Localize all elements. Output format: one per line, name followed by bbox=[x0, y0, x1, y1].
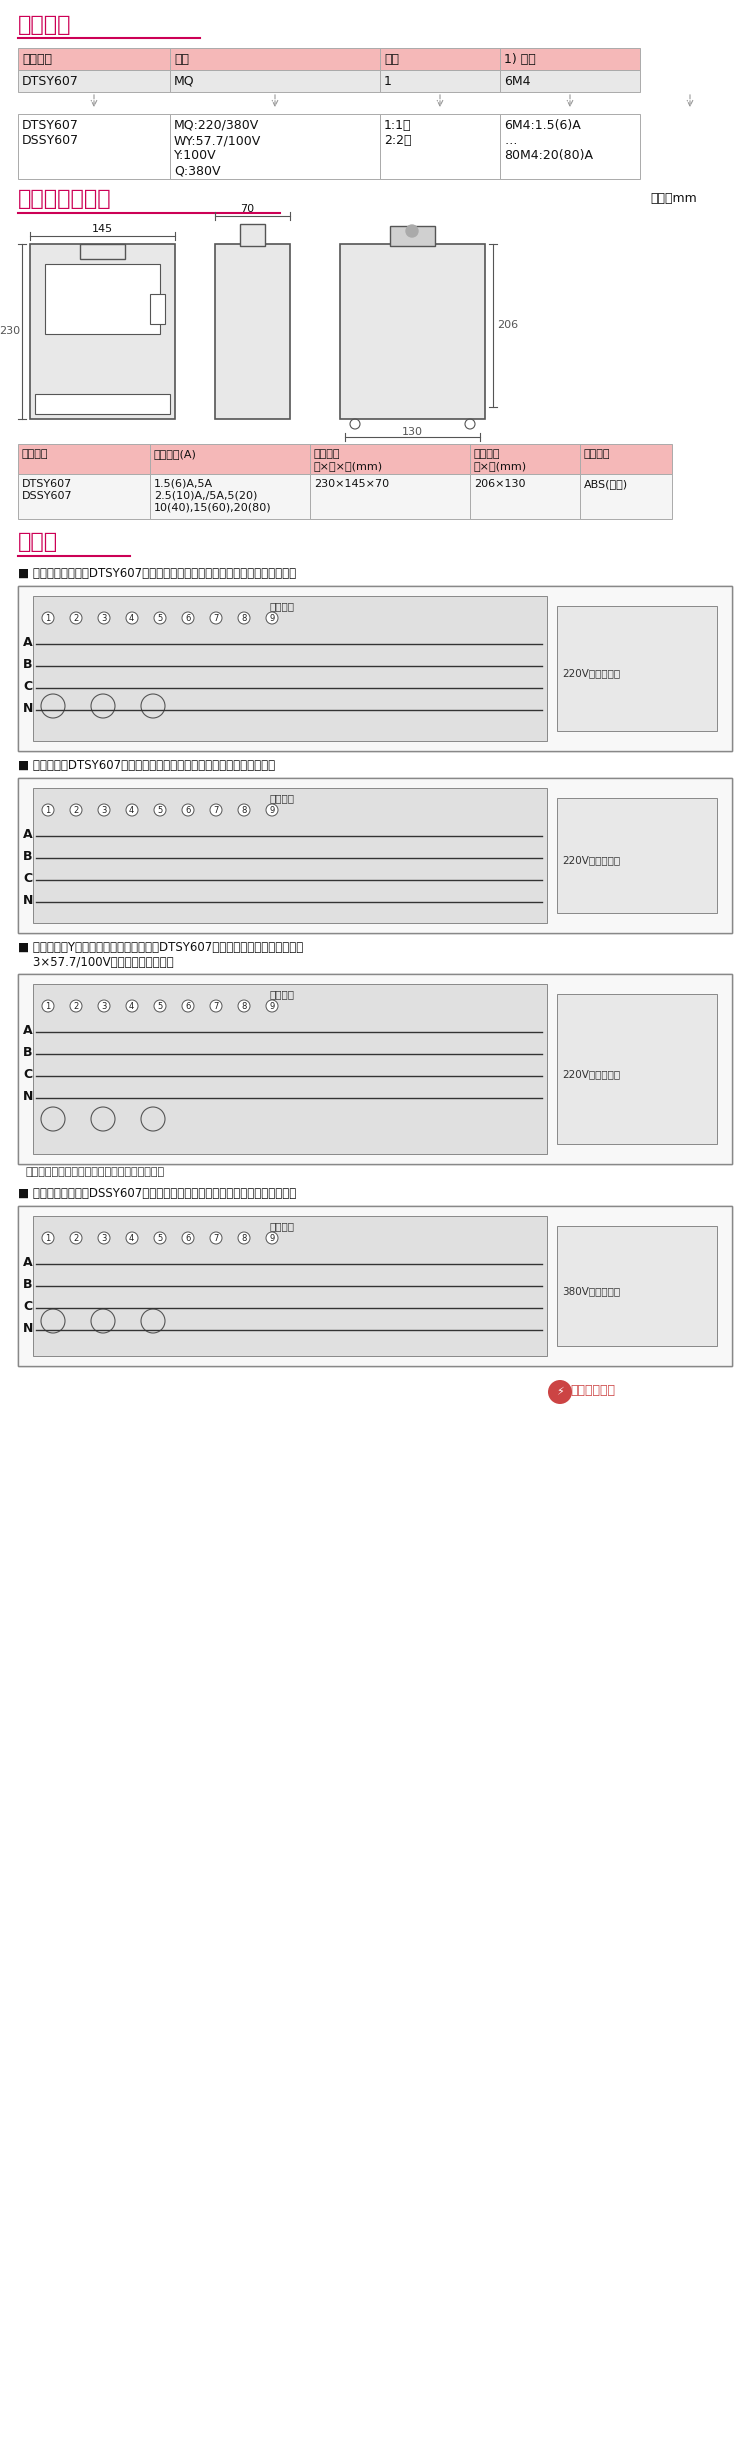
Bar bbox=[18, 587, 732, 751]
Circle shape bbox=[126, 1000, 138, 1012]
Circle shape bbox=[42, 1232, 54, 1245]
Text: 单位：mm: 单位：mm bbox=[650, 193, 697, 205]
Text: A: A bbox=[23, 636, 33, 648]
Text: 7: 7 bbox=[213, 807, 218, 814]
Bar bbox=[35, 394, 170, 413]
Text: 7: 7 bbox=[213, 614, 218, 623]
Text: ABS(阻燃): ABS(阻燃) bbox=[584, 479, 628, 489]
Bar bbox=[557, 1225, 717, 1347]
Circle shape bbox=[42, 611, 54, 623]
Circle shape bbox=[98, 804, 110, 817]
Text: 4: 4 bbox=[129, 1235, 134, 1242]
Circle shape bbox=[238, 1000, 250, 1012]
Bar bbox=[170, 115, 380, 178]
Text: B: B bbox=[23, 1279, 32, 1291]
Circle shape bbox=[266, 611, 278, 623]
Bar bbox=[33, 597, 547, 741]
Text: ■ 电流互感器Y型接法、电流互感器接入式DTSY607型三相四线电子式预付费能表
    3×57.7/100V外接断电装置接线图: ■ 电流互感器Y型接法、电流互感器接入式DTSY607型三相四线电子式预付费能表… bbox=[18, 941, 303, 968]
Bar bbox=[557, 797, 717, 912]
Circle shape bbox=[210, 611, 222, 623]
Text: 380V交流接触器: 380V交流接触器 bbox=[562, 1286, 620, 1296]
Text: 206: 206 bbox=[497, 320, 518, 330]
Bar bbox=[150, 293, 165, 325]
Circle shape bbox=[210, 1232, 222, 1245]
Bar bbox=[310, 474, 470, 518]
Circle shape bbox=[548, 1379, 572, 1403]
Text: 2: 2 bbox=[73, 1002, 78, 1010]
Bar bbox=[215, 244, 290, 418]
Bar bbox=[310, 445, 470, 474]
Text: 70: 70 bbox=[240, 203, 254, 215]
Text: B: B bbox=[23, 851, 32, 863]
Bar bbox=[18, 71, 170, 93]
Text: 1: 1 bbox=[45, 1235, 50, 1242]
Circle shape bbox=[210, 804, 222, 817]
Bar bbox=[580, 445, 672, 474]
Text: 安装尺寸
长×宽(mm): 安装尺寸 长×宽(mm) bbox=[474, 450, 527, 469]
Bar bbox=[33, 787, 547, 924]
Text: ■ 电流互感器接入式DSSY607型三相三线电子式预付费能表外接断电装置接线图: ■ 电流互感器接入式DSSY607型三相三线电子式预付费能表外接断电装置接线图 bbox=[18, 1186, 296, 1200]
Text: 1:1级
2:2级: 1:1级 2:2级 bbox=[384, 120, 412, 147]
Text: 4: 4 bbox=[129, 807, 134, 814]
Bar bbox=[80, 244, 125, 259]
Bar bbox=[340, 244, 485, 418]
Text: 7: 7 bbox=[213, 1235, 218, 1242]
Text: 1.5(6)A,5A
2.5(10)A,/5A,5(20)
10(40),15(60),20(80): 1.5(6)A,5A 2.5(10)A,/5A,5(20) 10(40),15(… bbox=[154, 479, 272, 511]
Text: 6: 6 bbox=[185, 807, 190, 814]
Text: B: B bbox=[23, 1046, 32, 1059]
Text: 8: 8 bbox=[241, 807, 246, 814]
Bar bbox=[30, 244, 175, 418]
Text: ⚡: ⚡ bbox=[556, 1386, 564, 1396]
Text: ■ 直接接入式DTSY607型三相四线电子式预付费能表外接断电装置接线图: ■ 直接接入式DTSY607型三相四线电子式预付费能表外接断电装置接线图 bbox=[18, 758, 275, 773]
Bar bbox=[170, 71, 380, 93]
Circle shape bbox=[42, 804, 54, 817]
Text: 外壳材质: 外壳材质 bbox=[584, 450, 610, 460]
Text: N: N bbox=[23, 895, 33, 907]
Text: 5: 5 bbox=[157, 1002, 162, 1010]
Text: 1: 1 bbox=[45, 614, 50, 623]
Circle shape bbox=[98, 611, 110, 623]
Circle shape bbox=[182, 611, 194, 623]
Bar bbox=[45, 264, 160, 335]
Bar bbox=[470, 445, 580, 474]
Text: 2: 2 bbox=[73, 614, 78, 623]
Text: 220V交流接触器: 220V交流接触器 bbox=[562, 667, 620, 677]
Text: 220V交流接触器: 220V交流接触器 bbox=[562, 1068, 620, 1078]
Bar bbox=[470, 474, 580, 518]
Circle shape bbox=[42, 1000, 54, 1012]
Bar bbox=[380, 49, 500, 71]
Text: DTSY607: DTSY607 bbox=[22, 76, 79, 88]
Bar bbox=[557, 995, 717, 1144]
Bar bbox=[18, 973, 732, 1164]
Circle shape bbox=[266, 804, 278, 817]
Text: 脉冲检测: 脉冲检测 bbox=[270, 601, 295, 611]
Text: 电压: 电压 bbox=[174, 54, 189, 66]
Circle shape bbox=[406, 225, 418, 237]
Bar bbox=[18, 778, 732, 934]
Text: 2: 2 bbox=[73, 1235, 78, 1242]
Text: 外形及安装尺寸: 外形及安装尺寸 bbox=[18, 188, 112, 208]
Bar bbox=[500, 115, 640, 178]
Bar bbox=[18, 973, 732, 1164]
Text: 等级: 等级 bbox=[384, 54, 399, 66]
Text: 4: 4 bbox=[129, 1002, 134, 1010]
Text: 交流接触器型号选取与实际需控制的电压相匹配: 交流接触器型号选取与实际需控制的电压相匹配 bbox=[25, 1166, 164, 1176]
Text: 选型指南: 选型指南 bbox=[18, 15, 71, 34]
Circle shape bbox=[154, 1000, 166, 1012]
Text: MQ: MQ bbox=[174, 76, 195, 88]
Text: 3: 3 bbox=[101, 1235, 106, 1242]
Text: 8: 8 bbox=[241, 1235, 246, 1242]
Circle shape bbox=[266, 1000, 278, 1012]
Circle shape bbox=[98, 1232, 110, 1245]
Text: 电流规格(A): 电流规格(A) bbox=[154, 450, 196, 460]
Text: 电工技术之家: 电工技术之家 bbox=[570, 1384, 615, 1396]
Bar bbox=[170, 49, 380, 71]
Circle shape bbox=[154, 1232, 166, 1245]
Text: C: C bbox=[23, 873, 32, 885]
Text: 1: 1 bbox=[45, 807, 50, 814]
Text: 220V交流接触器: 220V交流接触器 bbox=[562, 856, 620, 866]
Text: 1) 规格: 1) 规格 bbox=[504, 54, 536, 66]
Text: 脉冲检测: 脉冲检测 bbox=[270, 792, 295, 802]
Circle shape bbox=[238, 804, 250, 817]
Circle shape bbox=[182, 1232, 194, 1245]
